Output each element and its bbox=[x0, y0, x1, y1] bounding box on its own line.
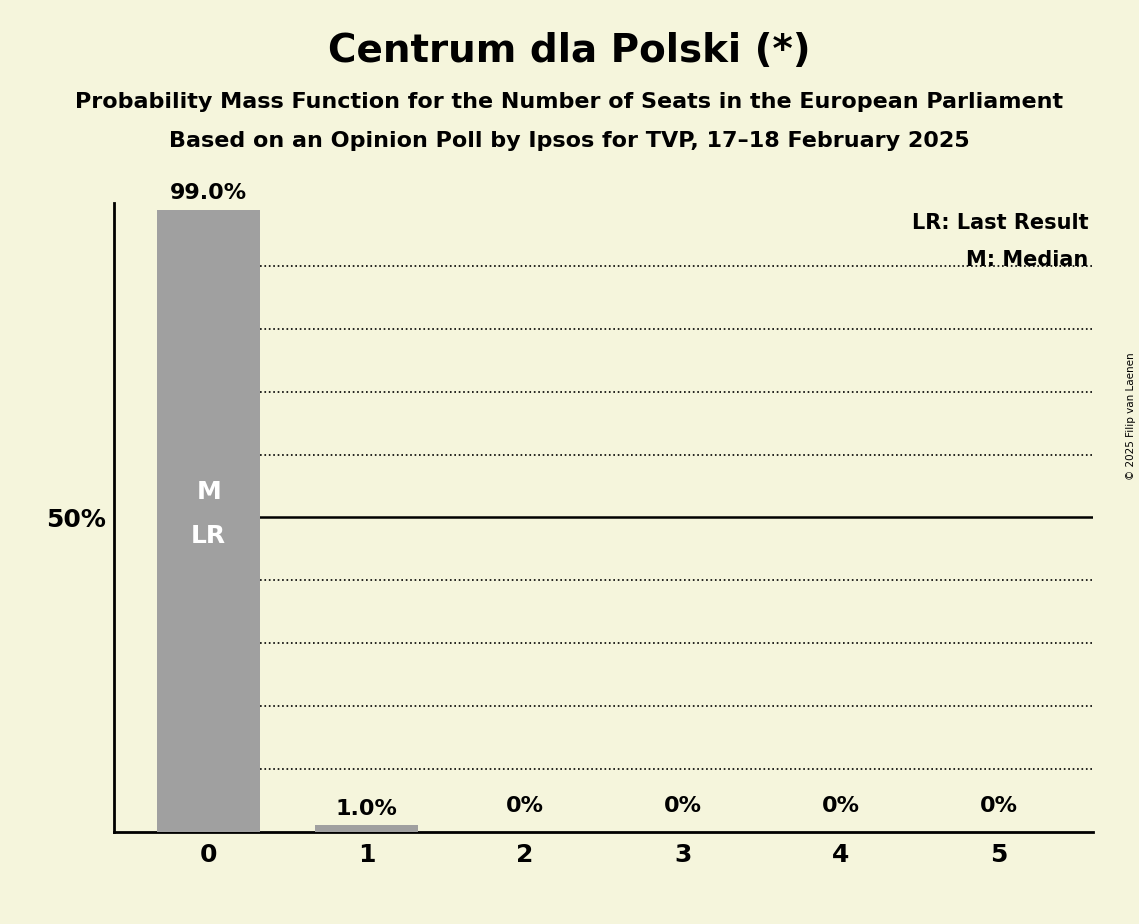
Text: 0%: 0% bbox=[980, 796, 1017, 816]
Text: M: M bbox=[196, 480, 221, 505]
Text: © 2025 Filip van Laenen: © 2025 Filip van Laenen bbox=[1126, 352, 1136, 480]
Text: LR: Last Result: LR: Last Result bbox=[912, 213, 1089, 233]
Bar bbox=[316, 825, 418, 832]
Text: Centrum dla Polski (*): Centrum dla Polski (*) bbox=[328, 32, 811, 70]
Text: M: Median: M: Median bbox=[966, 250, 1089, 271]
Text: LR: LR bbox=[191, 524, 227, 548]
Text: 0%: 0% bbox=[821, 796, 860, 816]
Text: 1.0%: 1.0% bbox=[336, 799, 398, 819]
Text: 0%: 0% bbox=[664, 796, 702, 816]
Text: Based on an Opinion Poll by Ipsos for TVP, 17–18 February 2025: Based on an Opinion Poll by Ipsos for TV… bbox=[170, 131, 969, 152]
Text: Probability Mass Function for the Number of Seats in the European Parliament: Probability Mass Function for the Number… bbox=[75, 92, 1064, 113]
Text: 0%: 0% bbox=[506, 796, 543, 816]
Text: 99.0%: 99.0% bbox=[170, 183, 247, 203]
Bar bbox=[157, 210, 260, 832]
